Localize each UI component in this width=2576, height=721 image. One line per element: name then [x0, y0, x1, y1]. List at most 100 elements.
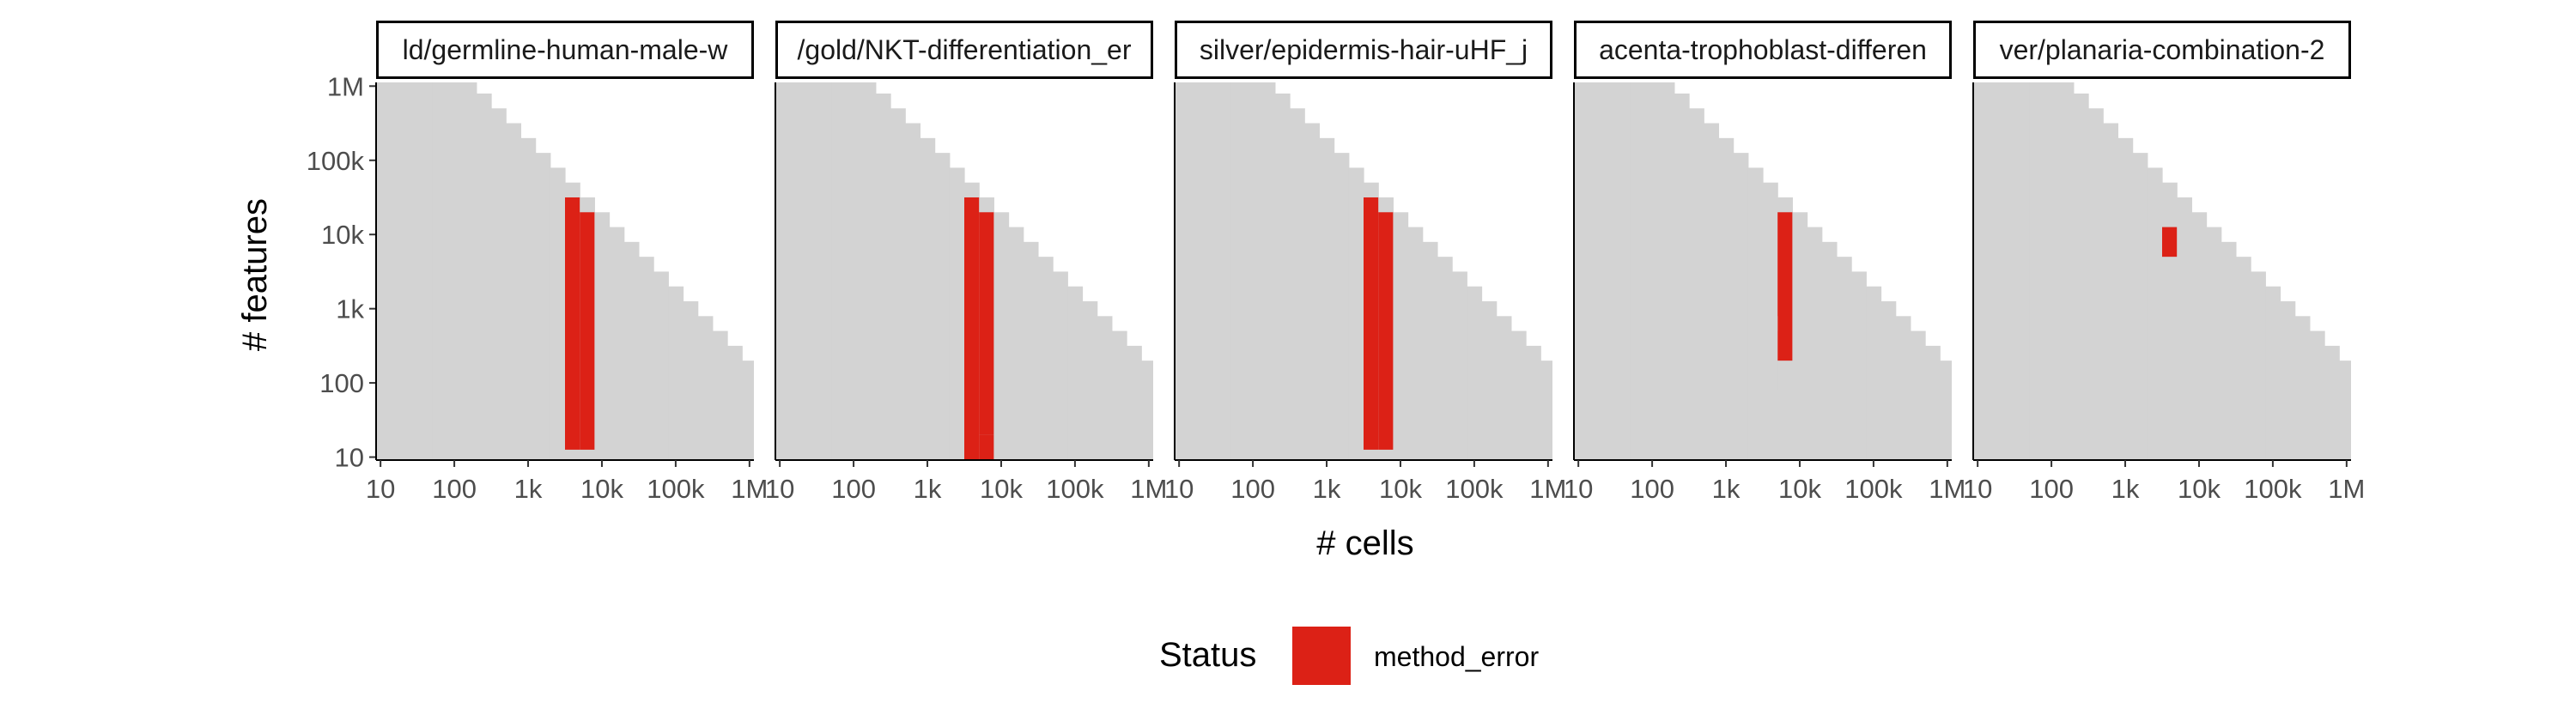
x-tick-label: 1k [914, 474, 942, 504]
x-tick-label: 100k [1046, 474, 1104, 504]
status-cell-column [1999, 82, 2015, 460]
x-tick-label: 100k [1445, 474, 1504, 504]
status-cell-column [2221, 241, 2237, 460]
y-tick-label: 100k [307, 146, 365, 176]
x-tick-label: 100k [2244, 474, 2302, 504]
legend: Status method_error [1159, 627, 1539, 685]
x-tick-label: 10k [580, 474, 623, 504]
status-cell-column [1630, 82, 1646, 460]
status-cell-column [2251, 271, 2266, 460]
status-cell-column [1097, 316, 1113, 460]
legend-label-method-error: method_error [1374, 641, 1539, 672]
status-cell-column [1319, 137, 1335, 460]
x-tick-label: 10 [1963, 474, 1992, 504]
status-cell-column [1644, 82, 1661, 460]
status-cell-column [2162, 182, 2178, 460]
panel-cells [376, 82, 754, 460]
status-cell-column [1437, 257, 1453, 460]
status-cell-column [683, 301, 699, 460]
status-cell-column [1037, 257, 1054, 460]
panel-cells [1175, 82, 1552, 460]
status-cell-column [653, 271, 669, 460]
panel-4: acenta-trophoblast-differen 10 100 1k 10k 100… [1564, 21, 1965, 504]
status-cell-column [668, 286, 684, 460]
status-cell-column [831, 82, 848, 460]
x-tick-label: 1k [2111, 474, 2140, 504]
status-cell-column [2206, 227, 2222, 460]
status-cell-column [1984, 82, 2001, 460]
status-cell-column [638, 257, 654, 460]
x-tick-label: 10 [366, 474, 395, 504]
status-cell-column [1807, 227, 1823, 460]
status-cell-column [993, 212, 1010, 460]
status-cell-column [1452, 271, 1467, 460]
method-error-cell [1763, 316, 1778, 391]
status-cell-column [535, 153, 551, 460]
method-error-cell [2162, 227, 2178, 258]
status-cell-column [1496, 316, 1512, 460]
status-cell-column [1866, 286, 1882, 460]
status-cell-column [1245, 82, 1261, 460]
facet-strip-box [1175, 21, 1552, 79]
status-cell-column [491, 108, 507, 460]
status-cell-column [1334, 153, 1350, 460]
status-cell-column [2324, 345, 2340, 460]
x-tick-label: 100 [1230, 474, 1275, 504]
status-cell-column [2147, 167, 2163, 460]
status-cell-column [1836, 257, 1852, 460]
status-cell-column [1304, 123, 1321, 460]
status-cell-column [742, 360, 754, 460]
status-cell-column [787, 82, 803, 460]
y-tick-label: 100 [319, 368, 364, 398]
facet-title: ver/planaria-combination-2 [2000, 34, 2325, 65]
panel-5: ver/planaria-combination-2 10 100 1k 10k 100k… [1963, 21, 2365, 504]
status-cell-column [609, 227, 625, 460]
status-cell-column [1704, 123, 1720, 460]
status-cell-column [2029, 82, 2045, 460]
status-cell-column [387, 82, 404, 460]
status-cell-column [1821, 241, 1838, 460]
status-cell-column [1925, 345, 1941, 460]
status-cell-column [890, 108, 906, 460]
status-cell-column [1186, 82, 1202, 460]
status-cell-column [875, 93, 891, 460]
status-cell-column [1082, 301, 1098, 460]
method-error-cell [1364, 197, 1379, 450]
status-cell-column [1851, 271, 1867, 460]
method-error-cell [979, 212, 994, 435]
status-cell-column [1585, 82, 1601, 460]
status-cell-column [594, 212, 611, 460]
status-cell-column [520, 137, 537, 460]
method-error-cell [979, 434, 994, 460]
status-cell-column [1260, 82, 1276, 460]
status-cell-column [846, 82, 862, 460]
status-cell-column [2265, 286, 2281, 460]
status-cell-column [712, 330, 728, 460]
x-tick-label: 1k [1313, 474, 1341, 504]
status-cell-column [2058, 82, 2075, 460]
x-tick-label: 10 [765, 474, 794, 504]
status-cell-column [1175, 82, 1188, 460]
status-cell-column [775, 82, 788, 460]
facet-strip-box [376, 21, 754, 79]
legend-swatch-method-error [1292, 627, 1351, 685]
status-cell-column [1200, 82, 1217, 460]
status-cell-column [2044, 82, 2060, 460]
status-cell-column [1393, 212, 1409, 460]
status-cell-column [1023, 241, 1039, 460]
status-cell-column [476, 93, 492, 460]
x-tick-label: 10k [1379, 474, 1422, 504]
status-cell-column [1574, 82, 1587, 460]
status-cell-column [860, 82, 877, 460]
facet-strip: /gold/NKT-differentiation_er [775, 21, 1153, 79]
y-tick-label: 10 [335, 443, 364, 473]
status-cell-column [1008, 227, 1024, 460]
panel-2: /gold/NKT-differentiation_er 10 100 1k 10k 10… [765, 21, 1167, 504]
facet-strip-box [1574, 21, 1952, 79]
status-cell-column [1510, 330, 1527, 460]
y-tick-label: 10k [321, 220, 364, 250]
y-tick-label: 1k [336, 294, 364, 324]
status-cell-column [1481, 301, 1498, 460]
x-tick-label: 1M [1529, 474, 1566, 504]
panel-3: silver/epidermis-hair-uHF_j 10 100 1k 10k 100… [1164, 21, 1566, 504]
